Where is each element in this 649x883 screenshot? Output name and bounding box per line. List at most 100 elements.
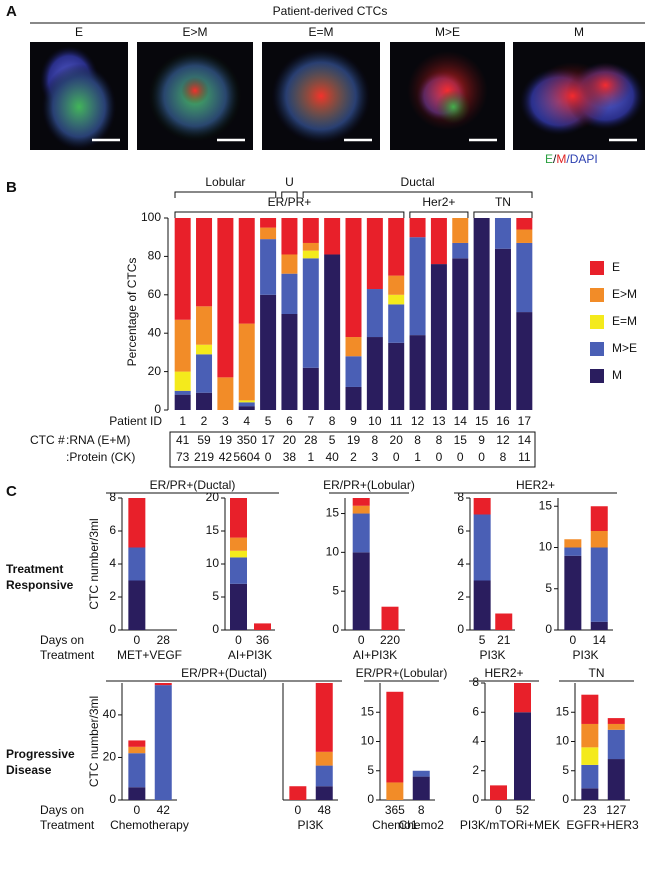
bar-segment	[581, 723, 599, 748]
x-tick-label: 42	[157, 803, 171, 817]
bar-segment	[514, 683, 531, 713]
bar-segment	[230, 557, 247, 584]
bar-segment	[452, 242, 469, 259]
table-cell: 5604	[233, 450, 260, 464]
x-tick-label: 16	[496, 414, 510, 428]
bar-segment	[128, 740, 146, 747]
bar-segment	[289, 786, 307, 800]
table-cell: 40	[325, 450, 339, 464]
group-label: ER/PR+(Lobular)	[323, 478, 415, 492]
bar-segment	[581, 747, 599, 765]
group-label: ER/PR+(Ductal)	[150, 478, 236, 492]
bar-segment	[302, 218, 319, 243]
bar-segment	[607, 759, 625, 800]
y-tick-label: 0	[212, 622, 219, 636]
bar-segment	[366, 289, 383, 338]
group-bracket	[174, 191, 277, 198]
table-cell: 0	[265, 450, 272, 464]
y-tick-label: 5	[212, 589, 219, 603]
bar-segment	[495, 613, 513, 630]
x-tick-label: 0	[495, 803, 502, 817]
cell-stain	[285, 61, 357, 131]
group-label: Ductal	[401, 175, 435, 189]
cell-stain	[43, 65, 115, 148]
group-label: ER/PR+(Lobular)	[356, 666, 448, 680]
y-tick-label: 0	[457, 622, 464, 636]
bar-segment	[386, 691, 404, 783]
table-cell: 42	[219, 450, 233, 464]
table-cell: 0	[457, 450, 464, 464]
image-label: E>M	[182, 25, 207, 39]
table-row-label: :Protein (CK)	[66, 450, 135, 464]
bar-segment	[590, 531, 608, 548]
bar-segment	[196, 392, 213, 410]
y-tick-label: 0	[109, 622, 116, 636]
bar-segment	[473, 580, 491, 630]
bar-segment	[315, 751, 333, 766]
bar-segment	[315, 683, 333, 752]
y-tick-label: 10	[326, 545, 340, 559]
bar-segment	[490, 785, 507, 800]
x-axis-title: Days on	[40, 803, 84, 817]
bar-segment	[302, 242, 319, 251]
bar-segment	[238, 218, 255, 324]
bar-segment	[230, 537, 247, 551]
bar-segment	[217, 218, 234, 378]
bar-segment	[230, 498, 247, 538]
bar-segment	[196, 306, 213, 345]
x-tick-label: 36	[256, 633, 270, 647]
bar-segment	[281, 218, 298, 255]
treatment-label: PI3K	[297, 818, 323, 832]
bar-segment	[128, 580, 146, 630]
y-tick-label: 2	[457, 589, 464, 603]
bar-segment	[196, 218, 213, 307]
bar-segment	[590, 621, 608, 630]
table-cell: 59	[197, 433, 211, 447]
table-box	[169, 431, 536, 468]
x-tick-label: 220	[380, 633, 400, 647]
bar-segment	[174, 218, 191, 320]
bar-segment	[388, 218, 405, 276]
x-tick-label: 15	[475, 414, 489, 428]
x-tick-label: 28	[157, 633, 171, 647]
table-cell: 219	[194, 450, 214, 464]
y-tick-label: 8	[472, 675, 479, 689]
treatment-label: PI3K	[572, 648, 598, 662]
bar-segment	[564, 539, 582, 548]
bar-segment	[409, 335, 426, 410]
x-tick-label: 8	[418, 803, 425, 817]
bar-segment	[352, 505, 370, 514]
legend-swatch	[590, 342, 604, 356]
bar-segment	[238, 400, 255, 403]
table-cell: 0	[393, 450, 400, 464]
y-tick-label: 15	[206, 523, 220, 537]
bar-segment	[412, 770, 430, 777]
y-tick-label: 10	[206, 556, 220, 570]
table-cell: 0	[478, 450, 485, 464]
bar-segment	[154, 685, 172, 800]
panel-label: A	[6, 3, 17, 20]
table-cell: 14	[518, 433, 532, 447]
table-cell: 15	[454, 433, 468, 447]
y-tick-label: 15	[361, 704, 375, 718]
bar-segment	[388, 304, 405, 343]
image-label: E=M	[308, 25, 333, 39]
cell-stain	[181, 76, 209, 105]
y-tick-label: 2	[472, 763, 479, 777]
bar-segment	[230, 583, 247, 630]
bar-segment	[315, 765, 333, 787]
y-tick-label: 5	[562, 763, 569, 777]
y-tick-label: 40	[148, 325, 162, 339]
stain-legend: E/M/DAPI	[545, 152, 598, 166]
y-tick-label: 0	[545, 622, 552, 636]
bar-segment	[607, 718, 625, 724]
y-tick-label: 6	[472, 704, 479, 718]
image-label: M	[574, 25, 584, 39]
bar-segment	[217, 377, 234, 410]
y-tick-label: 80	[148, 249, 162, 263]
panel-label: B	[6, 179, 17, 196]
treatment-label: AI+PI3K	[228, 648, 272, 662]
legend-label: M>E	[612, 341, 637, 355]
y-axis-title: Percentage of CTCs	[125, 258, 139, 367]
